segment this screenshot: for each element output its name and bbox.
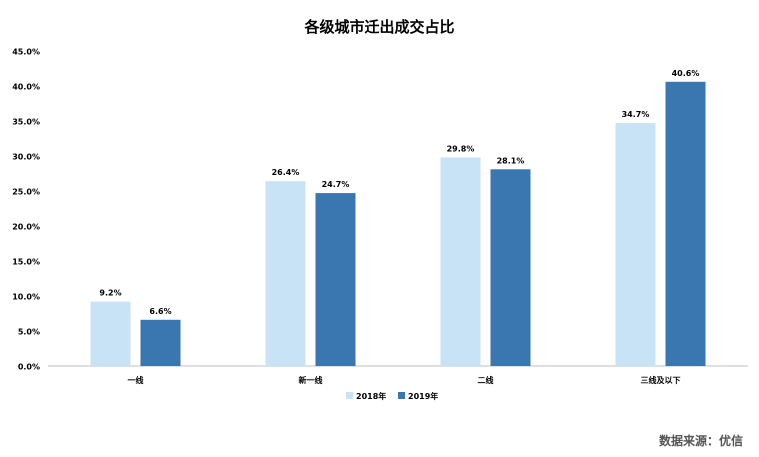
y-tick-label: 30.0% (12, 153, 40, 162)
bar (140, 319, 181, 366)
data-label: 40.6% (672, 69, 700, 78)
bar (440, 157, 481, 366)
data-label: 29.8% (447, 144, 475, 153)
x-tick-label: 新一线 (299, 375, 323, 385)
y-tick-label: 40.0% (12, 83, 40, 92)
y-tick-label: 45.0% (12, 48, 40, 57)
chart-title: 各级城市迁出成交占比 (304, 18, 455, 36)
bar (665, 81, 706, 367)
data-label: 28.1% (497, 156, 525, 165)
legend-label: 2018年 (356, 391, 386, 401)
data-label: 9.2% (99, 289, 121, 298)
legend-swatch (398, 392, 405, 399)
legend-label: 2019年 (408, 391, 438, 401)
y-tick-label: 10.0% (12, 293, 40, 302)
data-source-note: 数据来源：优信 (658, 434, 743, 448)
bar (490, 169, 531, 366)
y-tick-label: 25.0% (12, 188, 40, 197)
x-tick-label: 二线 (478, 375, 494, 385)
data-label: 26.4% (272, 168, 300, 177)
x-tick-label: 三线及以下 (641, 375, 681, 385)
x-tick-label: 一线 (128, 375, 144, 385)
legend-swatch (346, 392, 353, 399)
data-label: 24.7% (322, 180, 350, 189)
bar (615, 123, 656, 366)
bar (315, 193, 356, 366)
bar (90, 301, 131, 366)
y-tick-label: 0.0% (18, 363, 40, 372)
bar (265, 181, 306, 366)
y-tick-label: 5.0% (18, 328, 40, 337)
y-tick-label: 20.0% (12, 223, 40, 232)
data-label: 34.7% (622, 110, 650, 119)
y-tick-label: 15.0% (12, 258, 40, 267)
data-label: 6.6% (149, 307, 171, 316)
y-tick-label: 35.0% (12, 118, 40, 127)
